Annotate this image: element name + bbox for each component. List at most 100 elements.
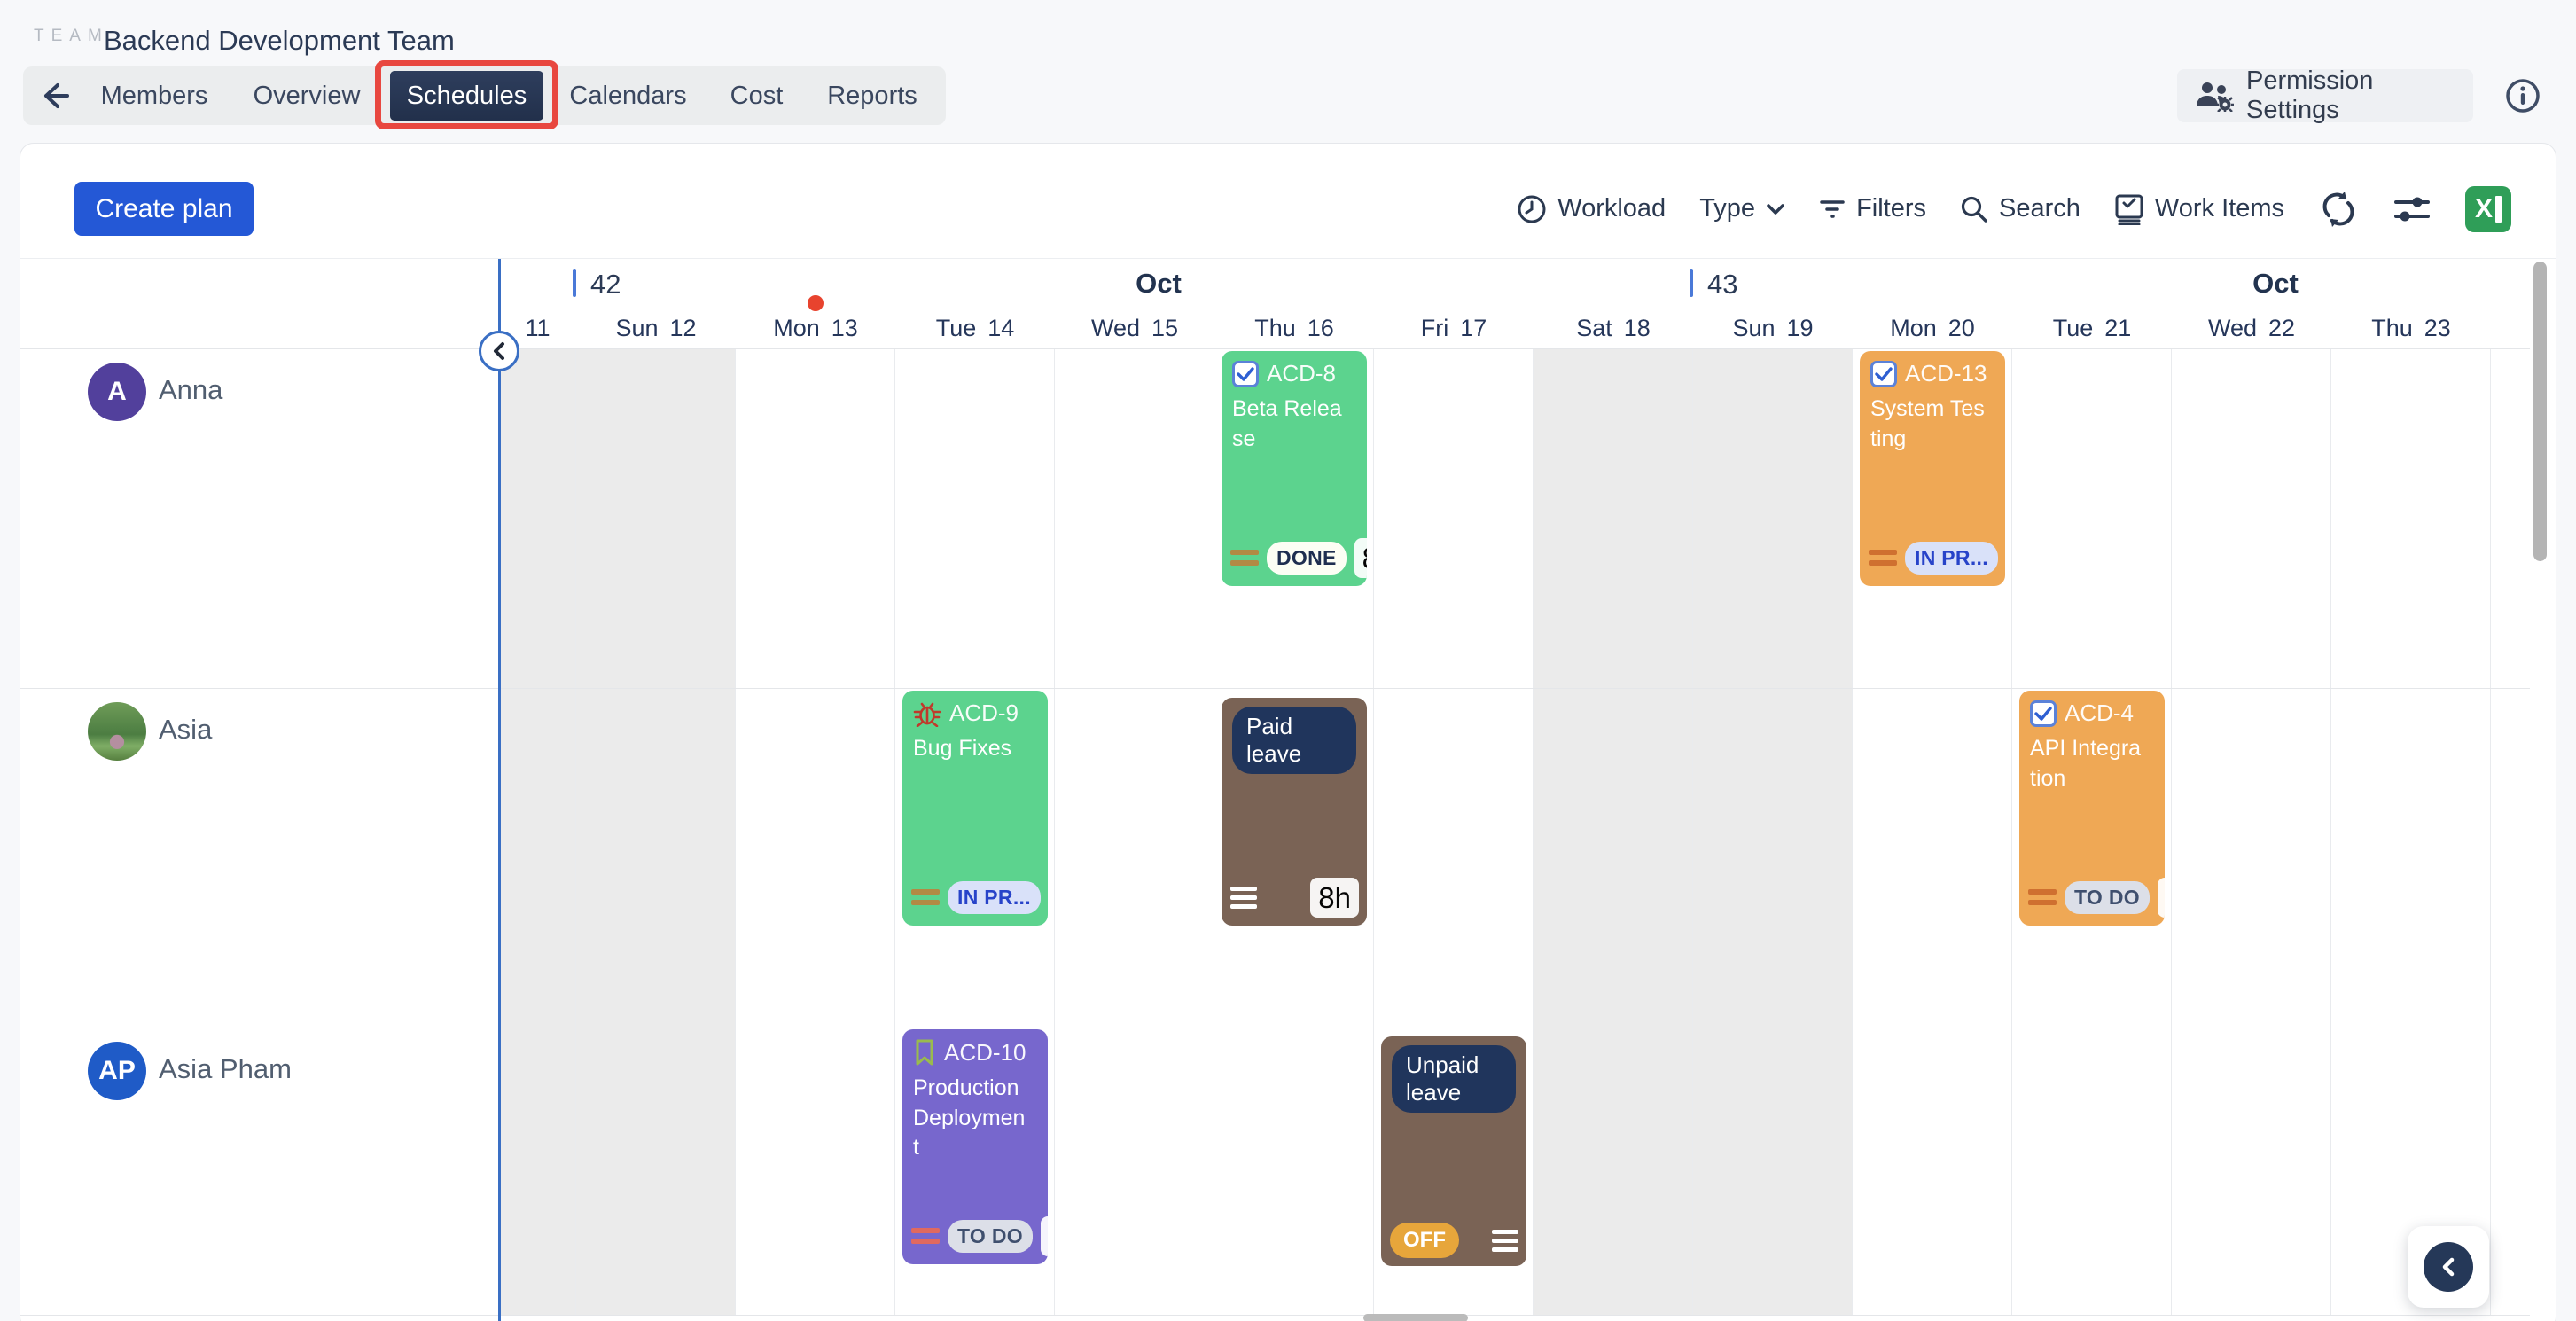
grid-column-thu-23 xyxy=(2331,348,2491,1315)
day-header-wed-22: Wed 22 xyxy=(2207,314,2296,341)
schedule-panel: Create plan Workload Type Filters Search xyxy=(20,143,2556,1321)
priority-medium-icon xyxy=(2028,889,2057,906)
priority-medium-icon xyxy=(911,1228,940,1245)
day-header-sat-11: 11 xyxy=(525,314,550,341)
day-header-tue-14: Tue 14 xyxy=(935,314,1015,341)
grid-column-tue-14 xyxy=(895,348,1055,1315)
task-card-acd-13[interactable]: ACD-13 System Testing IN PR... 8h xyxy=(1860,351,2005,586)
today-indicator-dot xyxy=(808,295,824,311)
day-header-sat-18: Sat 18 xyxy=(1576,314,1651,341)
off-badge: OFF xyxy=(1390,1223,1459,1258)
week-43-number: 43 xyxy=(1707,269,1738,300)
row-separator xyxy=(20,348,2530,349)
status-badge: TO DO xyxy=(948,1219,1033,1253)
floating-collapse-button[interactable] xyxy=(2408,1226,2489,1308)
view-settings-sliders-icon[interactable] xyxy=(2393,192,2432,227)
export-excel-button[interactable]: X xyxy=(2465,185,2511,232)
issue-title: Beta Release xyxy=(1232,396,1342,451)
grid-column-sun-19 xyxy=(1693,348,1853,1315)
task-card-acd-8[interactable]: ACD-8 Beta Release DONE 8h xyxy=(1222,351,1367,586)
issue-title: API Integration xyxy=(2030,736,2142,791)
row-separator xyxy=(20,1315,2530,1316)
priority-medium-icon xyxy=(1230,550,1259,567)
day-header-mon-13: Mon 13 xyxy=(773,314,858,341)
grid-column-fri-17 xyxy=(1374,348,1534,1315)
vertical-scrollbar[interactable] xyxy=(2533,262,2547,561)
grid-column-mon-20 xyxy=(1853,348,2012,1315)
panel-splitter[interactable] xyxy=(498,259,501,1321)
status-badge: IN PR... xyxy=(948,880,1041,914)
task-card-acd-10[interactable]: ACD-10 Production Deployment TO DO 8h xyxy=(902,1029,1048,1264)
app-logo: TEAM xyxy=(34,27,109,45)
day-header-thu-23: Thu 23 xyxy=(2371,314,2451,341)
grid-column-mon-13 xyxy=(736,348,895,1315)
day-header-sun-12: Sun 12 xyxy=(615,314,697,341)
permission-settings-label: Permission Settings xyxy=(2246,66,2374,124)
day-header-tue-21: Tue 21 xyxy=(2052,314,2132,341)
tab-cost[interactable]: Cost xyxy=(730,81,784,110)
back-arrow-icon[interactable] xyxy=(35,78,71,113)
avatar-asia-pham: AP xyxy=(88,1042,146,1100)
task-checkbox-icon xyxy=(2030,700,2057,727)
day-header-mon-20: Mon 20 xyxy=(1890,314,1975,341)
search-icon xyxy=(1960,195,1988,223)
clock-icon xyxy=(1517,194,1547,224)
chevron-down-icon xyxy=(1766,203,1785,215)
permission-settings-button[interactable]: Permission Settings xyxy=(2177,66,2473,124)
work-items-button[interactable]: Work Items xyxy=(2114,193,2284,225)
type-dropdown[interactable]: Type xyxy=(1699,194,1785,223)
day-header-fri-17: Fri 17 xyxy=(1420,314,1487,341)
menu-icon xyxy=(1492,1229,1518,1252)
task-checkbox-icon xyxy=(1870,360,1897,387)
issue-key: ACD-10 xyxy=(944,1038,1026,1066)
work-items-icon xyxy=(2114,193,2144,225)
horizontal-scrollbar[interactable] xyxy=(1363,1314,1468,1321)
tab-reports[interactable]: Reports xyxy=(827,81,917,110)
toolbar-separator xyxy=(20,258,2556,259)
grid-column-sat-11 xyxy=(499,348,576,1315)
month-label-oct-1: Oct xyxy=(1136,268,1182,299)
hours-badge: 8h xyxy=(1354,537,1367,578)
issue-key: ACD-4 xyxy=(2065,700,2135,726)
week-42-tick xyxy=(573,269,576,297)
status-badge: TO DO xyxy=(2065,880,2150,914)
search-button[interactable]: Search xyxy=(1960,194,2080,223)
row-separator xyxy=(20,688,2530,689)
tab-schedules[interactable]: Schedules xyxy=(390,71,543,121)
workload-button[interactable]: Workload xyxy=(1517,194,1666,224)
tab-members[interactable]: Members xyxy=(100,81,208,110)
month-label-oct-2: Oct xyxy=(2252,268,2299,299)
status-badge: DONE xyxy=(1267,541,1347,575)
leave-type-badge: Unpaid leave xyxy=(1392,1045,1516,1113)
hours-badge: 8h xyxy=(1310,877,1359,918)
day-header-wed-15: Wed 15 xyxy=(1090,314,1179,341)
issue-key: ACD-9 xyxy=(949,700,1019,726)
grid-column-thu-16 xyxy=(1214,348,1374,1315)
bug-icon xyxy=(913,700,941,727)
task-card-acd-4[interactable]: ACD-4 API Integration TO DO 8h xyxy=(2019,691,2165,926)
filter-icon xyxy=(1819,197,1846,222)
grid-column-sat-18 xyxy=(1534,348,1693,1315)
grid-column-tue-21 xyxy=(2012,348,2172,1315)
users-gear-icon xyxy=(2195,80,2234,112)
info-icon[interactable] xyxy=(2505,78,2541,113)
create-plan-button[interactable]: Create plan xyxy=(74,182,254,236)
week-43-tick xyxy=(1690,269,1693,297)
day-header-sun-19: Sun 19 xyxy=(1732,314,1814,341)
sync-icon[interactable] xyxy=(2318,189,2359,230)
task-card-acd-9[interactable]: ACD-9 Bug Fixes IN PR... 8h xyxy=(902,691,1048,926)
issue-key: ACD-8 xyxy=(1267,360,1337,387)
menu-icon xyxy=(1230,886,1257,909)
grid-column-wed-22 xyxy=(2172,348,2331,1315)
collapse-panel-button[interactable] xyxy=(479,331,519,371)
issue-title: Bug Fixes xyxy=(913,736,1012,761)
day-header-thu-16: Thu 16 xyxy=(1254,314,1334,341)
status-badge: IN PR... xyxy=(1905,541,1998,575)
tab-calendars[interactable]: Calendars xyxy=(569,81,687,110)
leave-card-unpaid-leave[interactable]: Unpaid leave OFF xyxy=(1381,1036,1526,1266)
tab-overview[interactable]: Overview xyxy=(253,81,361,110)
leave-card-paid-leave[interactable]: Paid leave 8h xyxy=(1222,698,1367,926)
task-checkbox-icon xyxy=(1232,360,1259,387)
priority-medium-icon xyxy=(1869,550,1897,567)
filters-button[interactable]: Filters xyxy=(1819,194,1926,223)
